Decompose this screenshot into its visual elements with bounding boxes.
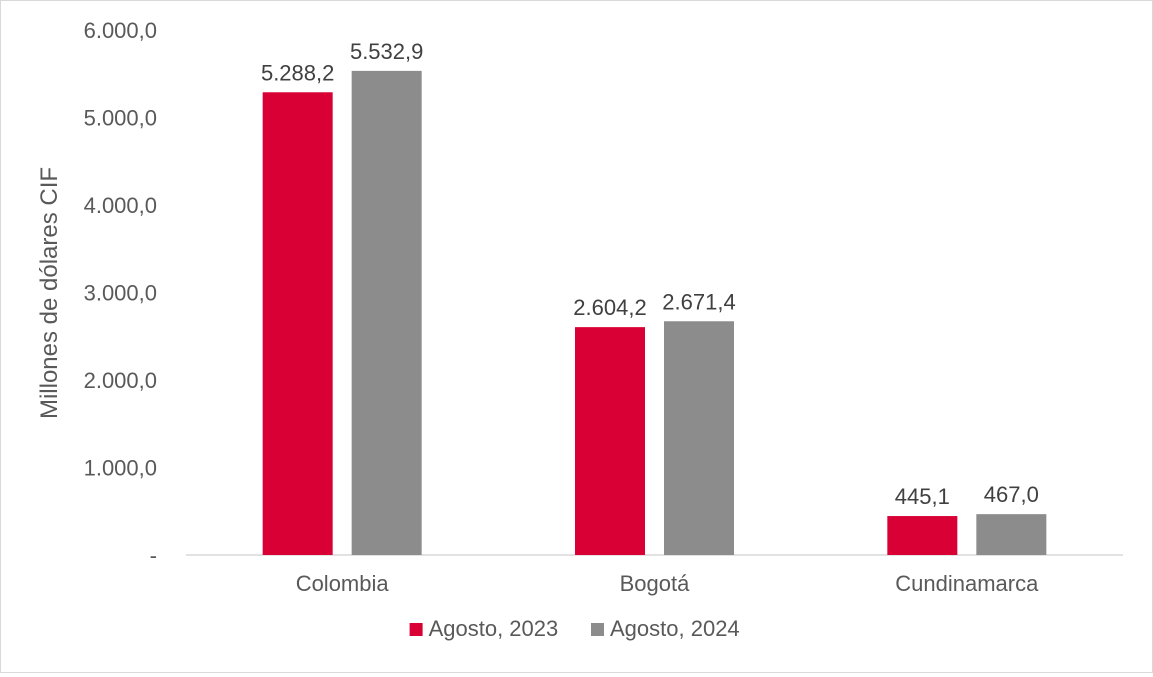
y-axis-title: Millones de dólares CIF (36, 167, 63, 419)
bar-cundinamarca-series-1 (887, 516, 958, 555)
y-axis-title-group: Millones de dólares CIF (36, 167, 63, 419)
data-label: 2.671,4 (662, 289, 735, 314)
x-tick-label: Cundinamarca (895, 571, 1039, 596)
y-tick-label: 5.000,0 (84, 106, 157, 131)
bar-cundinamarca-series-2 (976, 514, 1047, 555)
y-tick-label: 2.000,0 (84, 368, 157, 393)
bars (262, 70, 1047, 555)
data-labels: 5.288,2 5.532,9 2.604,2 2.671,4 445,1 467,0 (261, 39, 1039, 509)
legend-swatch (409, 623, 423, 636)
bar-bogot--series-1 (575, 327, 645, 555)
x-axis-ticks: Colombia Bogotá Cundinamarca (296, 571, 1039, 596)
legend: Agosto, 2023 Agosto, 2024 (409, 616, 740, 641)
data-label: 2.604,2 (573, 295, 646, 320)
legend-label: Agosto, 2023 (429, 616, 559, 641)
legend-swatch (591, 623, 604, 636)
bar-bogot--series-2 (664, 321, 734, 555)
bar-colombia-series-2 (351, 70, 422, 555)
x-tick-label: Bogotá (620, 571, 690, 596)
y-tick-label: 6.000,0 (84, 18, 157, 43)
y-tick-label: 1.000,0 (84, 456, 157, 481)
bar-colombia-series-1 (262, 92, 333, 555)
data-label: 5.532,9 (350, 39, 423, 64)
x-tick-label: Colombia (296, 571, 390, 596)
y-tick-label: 3.000,0 (84, 281, 157, 306)
y-axis-ticks: - 1.000,0 2.000,0 3.000,0 4.000,0 5.000,0 6.00… (84, 18, 157, 568)
legend-item: Agosto, 2023 (409, 616, 559, 641)
y-tick-label: 4.000,0 (84, 193, 157, 218)
y-tick-label: - (150, 543, 157, 568)
legend-item: Agosto, 2024 (591, 616, 740, 641)
data-label: 5.288,2 (261, 60, 334, 85)
legend-label: Agosto, 2024 (610, 616, 740, 641)
data-label: 467,0 (984, 482, 1039, 507)
data-label: 445,1 (895, 484, 950, 509)
